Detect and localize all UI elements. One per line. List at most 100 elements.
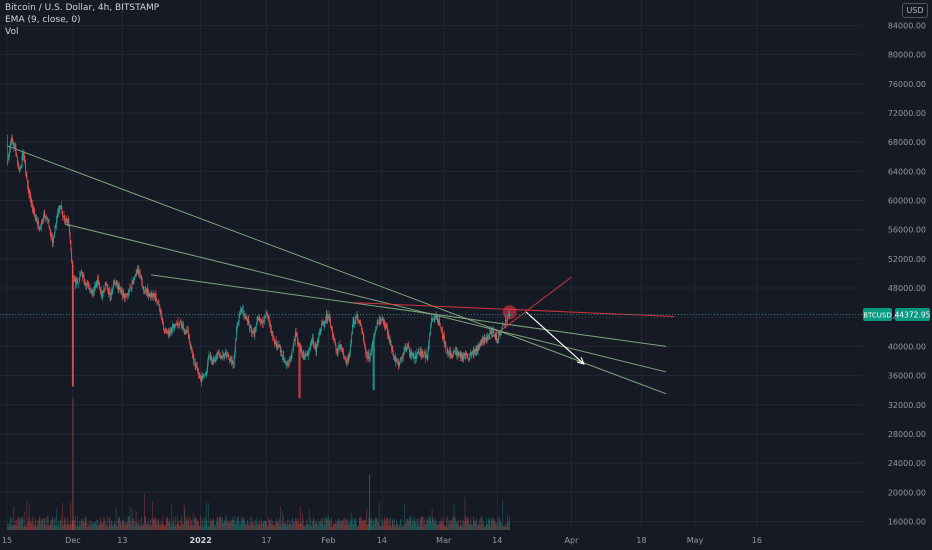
volume-bar	[479, 525, 481, 530]
volume-bar	[338, 518, 339, 530]
candle-body	[278, 344, 280, 348]
volume-bar	[95, 521, 96, 530]
candle-body	[149, 294, 151, 297]
candle-body	[200, 379, 202, 382]
candle-body	[314, 346, 315, 349]
candle-body	[202, 375, 204, 377]
volume-bar	[166, 519, 167, 530]
volume-bar	[117, 526, 118, 530]
candle-body	[231, 359, 232, 364]
volume-bar	[455, 516, 456, 530]
candle-body	[462, 353, 464, 359]
volume-bar	[104, 521, 106, 530]
candle-body	[181, 322, 182, 328]
volume-bar	[308, 523, 309, 530]
volume-bar	[354, 519, 356, 530]
volume-bar	[466, 516, 468, 530]
candle-body	[387, 327, 388, 334]
candle-body	[19, 168, 21, 171]
candle-body	[420, 351, 422, 356]
candle-body	[210, 356, 212, 359]
candle-body	[187, 329, 189, 335]
candle-body	[444, 336, 445, 345]
volume-bar	[325, 517, 326, 530]
candle-body	[337, 347, 339, 354]
volume-bar	[81, 521, 83, 530]
candle-body	[255, 324, 257, 327]
candle-body	[343, 350, 344, 356]
volume-bar	[149, 524, 151, 530]
volume-bar	[84, 522, 85, 530]
candle-body	[327, 317, 329, 320]
volume-bar	[146, 523, 147, 530]
volume-bar	[22, 518, 24, 530]
candle-body	[231, 359, 233, 364]
volume-bar	[473, 520, 475, 530]
volume-bar	[331, 517, 333, 530]
volume-bar	[261, 521, 263, 530]
candle-body	[12, 141, 14, 145]
volume-bar	[341, 521, 343, 530]
volume-bar	[450, 520, 451, 530]
volume-bar	[390, 525, 392, 530]
candle-body	[304, 354, 306, 356]
volume-bar	[472, 516, 474, 530]
volume-bar	[233, 516, 235, 530]
candle-body	[196, 365, 197, 366]
volume-bar	[23, 511, 25, 530]
candle-body	[40, 227, 41, 230]
candle-body	[297, 336, 298, 343]
candle-body	[347, 357, 349, 360]
candle-body	[432, 319, 434, 321]
candle-body	[30, 198, 32, 203]
volume-bar	[253, 523, 254, 530]
candle-body	[441, 328, 443, 330]
candle-body	[379, 318, 381, 322]
volume-bar	[205, 501, 207, 530]
volume-bar	[455, 523, 457, 530]
volume-bar	[25, 526, 27, 530]
volume-bar	[320, 520, 322, 530]
volume-bar	[418, 518, 420, 530]
volume-bar	[478, 524, 480, 530]
volume-bar	[418, 523, 419, 530]
candle-body	[330, 318, 331, 326]
volume-bar	[244, 522, 246, 530]
candle-body	[440, 327, 442, 329]
volume-bar	[270, 523, 271, 530]
candle-body	[180, 321, 182, 323]
volume-bar	[401, 526, 403, 530]
volume-bar	[12, 524, 14, 530]
candle-body	[169, 332, 171, 333]
volume-bar	[306, 519, 307, 530]
candle-body	[155, 294, 157, 301]
candle-body	[356, 314, 358, 316]
volume-bar	[431, 509, 433, 530]
volume-bar	[282, 523, 284, 530]
volume-bar	[508, 522, 510, 530]
volume-bar	[277, 521, 279, 530]
candle-body	[37, 221, 39, 225]
candle-body	[13, 144, 15, 148]
candle-body	[51, 238, 53, 245]
volume-bar	[102, 517, 104, 530]
candle-body	[58, 208, 60, 211]
candle-body	[216, 357, 217, 361]
volume-bar	[45, 517, 47, 530]
volume-bar	[284, 524, 285, 530]
x-tick-label: Feb	[321, 536, 335, 545]
volume-bar	[501, 526, 503, 530]
candle-body	[244, 314, 246, 319]
candle-body	[257, 316, 259, 320]
volume-bar	[255, 522, 257, 530]
volume-bar	[86, 523, 87, 530]
candle-body	[383, 321, 385, 323]
currency-badge[interactable]: USD	[902, 3, 928, 18]
volume-bar	[351, 519, 353, 530]
volume-bar	[310, 517, 311, 530]
candle-body	[474, 350, 475, 352]
candle-body	[152, 293, 154, 298]
candle-body	[154, 294, 156, 298]
y-tick-label: 48000.00	[888, 284, 926, 293]
